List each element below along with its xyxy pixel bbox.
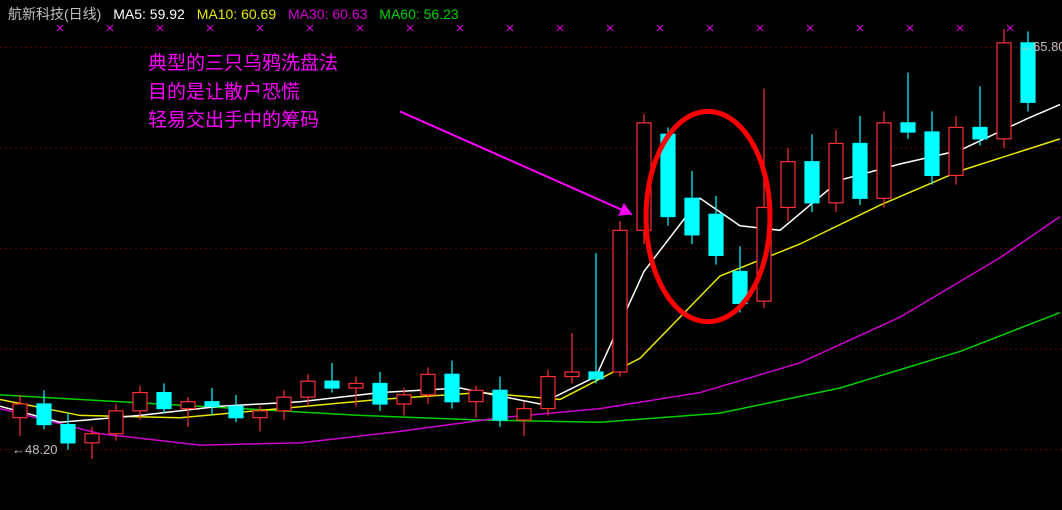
price-axis-label: ←48.20 xyxy=(12,442,58,457)
price-axis-label: ←65.80 xyxy=(1020,39,1062,54)
chart-header: 航新科技(日线) MA5: 59.92 MA10: 60.69 MA30: 60… xyxy=(8,4,467,24)
ma30-label: MA30: 60.63 xyxy=(288,6,367,22)
stock-title: 航新科技(日线) xyxy=(8,6,101,22)
chart-svg xyxy=(0,0,1062,510)
ma5-label: MA5: 59.92 xyxy=(113,6,185,22)
ma60-label: MA60: 56.23 xyxy=(379,6,458,22)
candlestick-chart[interactable]: 航新科技(日线) MA5: 59.92 MA10: 60.69 MA30: 60… xyxy=(0,0,1062,510)
ma10-label: MA10: 60.69 xyxy=(197,6,276,22)
